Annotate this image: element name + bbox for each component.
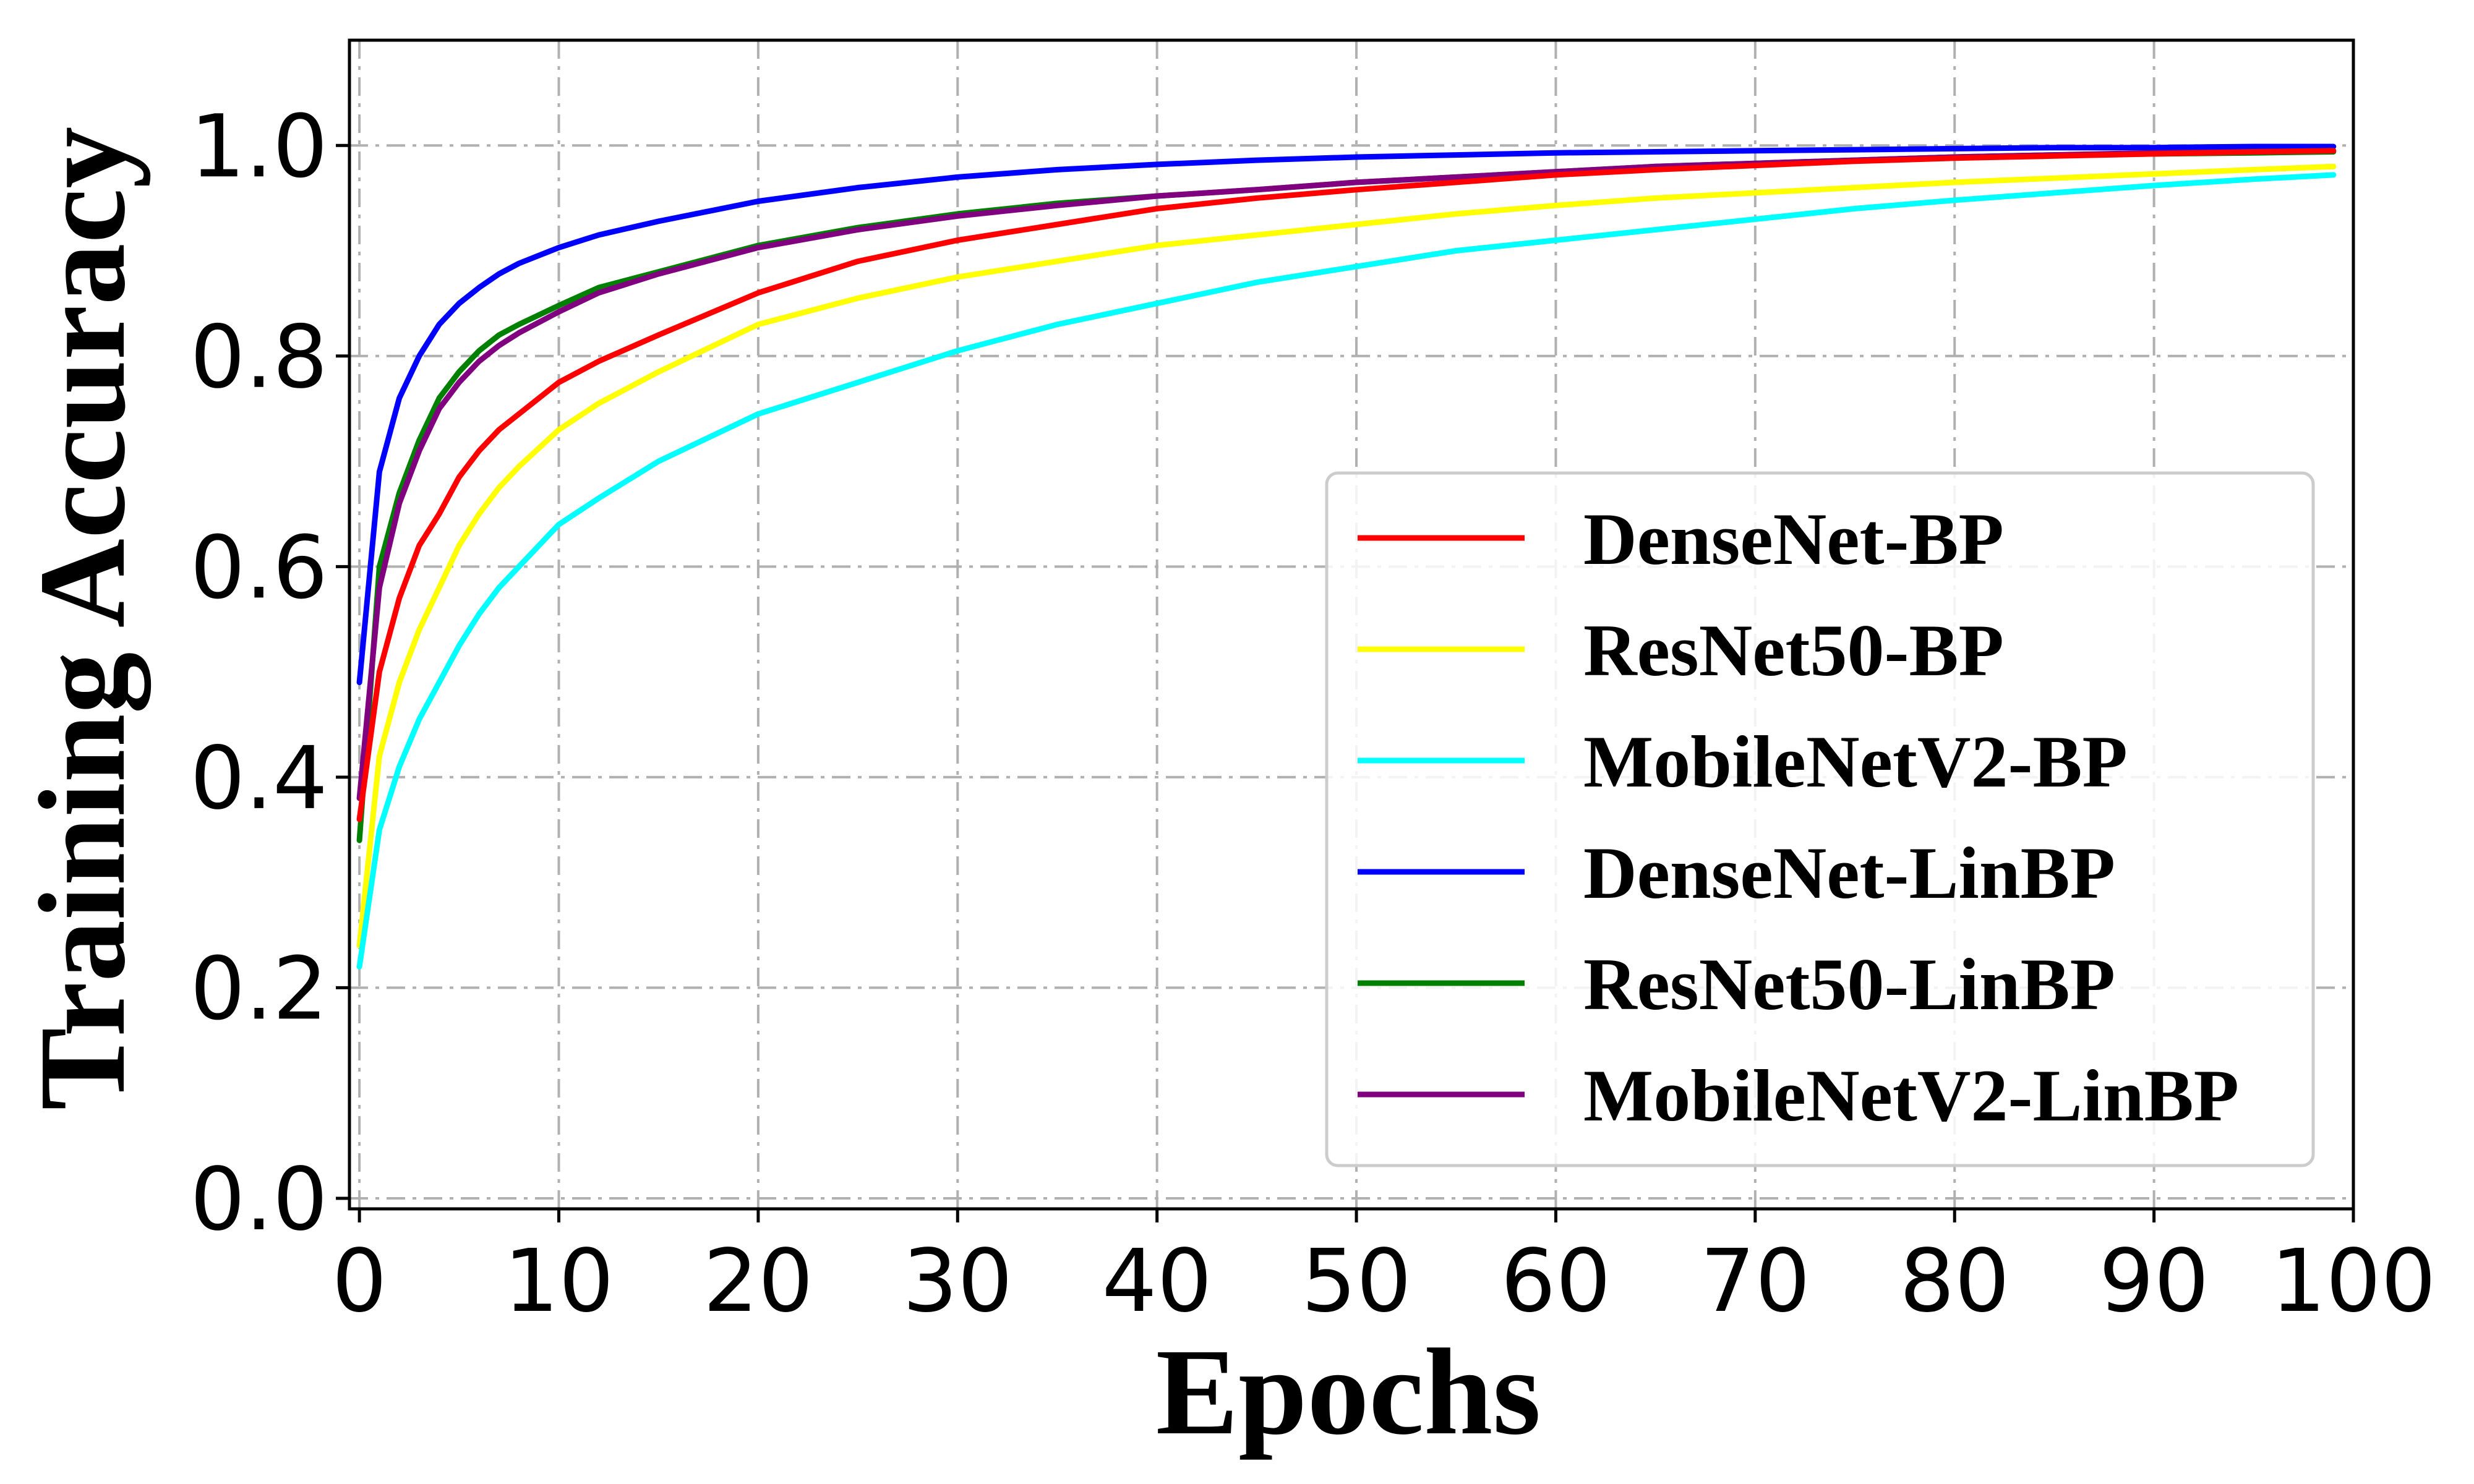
series-layer	[356, 143, 2337, 970]
y-tick-label: 1.0	[190, 96, 328, 197]
x-axis: 0 10 20 30 40 50 60 70 80 90 100	[332, 1209, 2436, 1332]
x-tick-label: 70	[1700, 1231, 1810, 1332]
legend-label: ResNet50-LinBP	[1583, 943, 2115, 1025]
legend-label: DenseNet-LinBP	[1583, 832, 2115, 914]
x-axis-title: Epochs	[1156, 1324, 1541, 1461]
series-line-resnet50-bp	[356, 163, 2337, 949]
legend-box	[1325, 471, 2315, 1167]
y-tick-label: 0.2	[190, 939, 328, 1039]
x-tick-label: 60	[1500, 1231, 1611, 1332]
y-tick-label: 0.0	[190, 1149, 328, 1250]
y-axis-title: Training Accuracy	[14, 127, 151, 1111]
x-tick-label: 30	[902, 1231, 1012, 1332]
series-line-densenet-linbp	[356, 143, 2337, 686]
legend-label: DenseNet-BP	[1583, 498, 2004, 580]
legend: DenseNet-BP ResNet50-BP MobileNetV2-BP Dens…	[1325, 471, 2315, 1167]
series-line-mobilenetv2-bp	[356, 172, 2337, 970]
y-axis: 0.0 0.2 0.4 0.6 0.8 1.0	[190, 96, 349, 1250]
plot-frame	[348, 38, 2355, 1211]
y-tick-label: 0.6	[190, 518, 328, 618]
x-tick-label: 40	[1102, 1231, 1212, 1332]
legend-label: MobileNetV2-LinBP	[1583, 1054, 2239, 1136]
x-tick-label: 100	[2271, 1231, 2436, 1332]
x-tick-label: 80	[1899, 1231, 2010, 1332]
y-tick-label: 0.4	[190, 728, 328, 829]
legend-label: ResNet50-BP	[1583, 609, 2004, 691]
x-tick-label: 90	[2099, 1231, 2209, 1332]
x-tick-label: 50	[1301, 1231, 1411, 1332]
legend-label: MobileNetV2-BP	[1583, 720, 2128, 803]
x-tick-label: 0	[332, 1231, 387, 1332]
x-tick-label: 10	[503, 1231, 614, 1332]
x-tick-label: 20	[703, 1231, 813, 1332]
series-line-densenet-bp	[356, 148, 2337, 822]
y-tick-label: 0.8	[190, 307, 328, 408]
